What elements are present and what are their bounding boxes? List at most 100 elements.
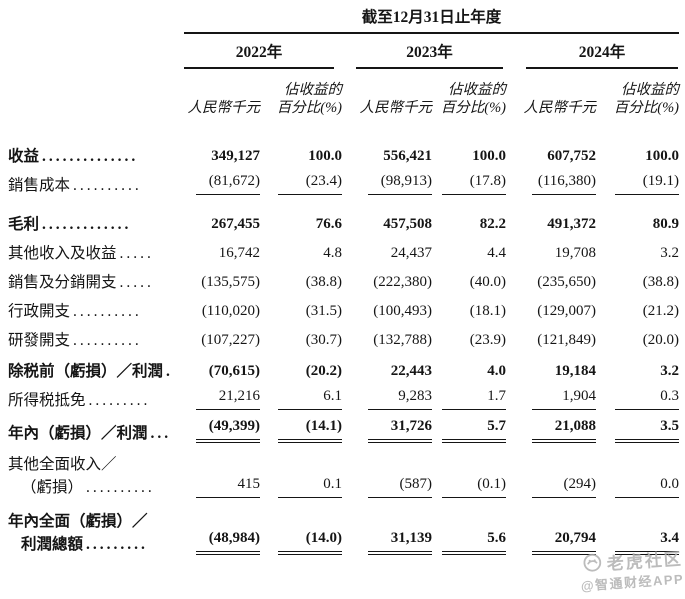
cell: (110,020)	[201, 303, 260, 320]
cell: (14.1)	[260, 417, 342, 445]
cell: 82.2	[479, 216, 506, 233]
year-header-row: 2022年 2023年 2024年	[6, 34, 685, 69]
cell: 24,437	[390, 245, 432, 262]
table-row-gross-profit: 毛利............. 267,455 76.6 457,508 82.…	[6, 207, 685, 236]
cell: 22,443	[390, 363, 432, 380]
cell: 80.9	[652, 216, 679, 233]
cell: (23.4)	[260, 172, 342, 197]
period-title: 截至12月31日止年度	[184, 8, 679, 35]
cell: 76.6	[315, 216, 342, 233]
cell: 0.3	[596, 387, 679, 412]
cell: 19,184	[554, 363, 596, 380]
cell: (49,399)	[184, 417, 260, 445]
cell: 4.8	[323, 245, 342, 262]
row-label: 其他收入及收益.....	[8, 244, 154, 262]
col-header-rmb-2024: 人民幣千元	[523, 99, 597, 116]
cell: (129,007)	[537, 303, 596, 320]
table-row-selling-expenses: 銷售及分銷開支..... (135,575) (38.8) (222,380) …	[6, 265, 685, 294]
col-header-pct-2024: 佔收益的 百分比(%)	[613, 81, 679, 116]
cell: 607,752	[547, 148, 596, 165]
table-row-profit-for-year: 年內（虧損）／利潤... (49,399) (14.1) 31,726 5.7 …	[6, 416, 685, 445]
cell: (121,849)	[537, 332, 596, 349]
table-row-revenue: 收益.............. 349,127 100.0 556,421 1…	[6, 139, 685, 168]
cell: (132,788)	[373, 332, 432, 349]
row-label: 毛利.............	[8, 215, 132, 233]
table-row-income-tax-credit: 所得税抵免......... 21,216 6.1 9,283 1.7 1,90…	[6, 383, 685, 412]
year-header-2022: 2022年	[184, 34, 334, 69]
cell: 20,794	[506, 529, 596, 557]
cell: 21,088	[506, 417, 596, 445]
cell: 267,455	[211, 216, 260, 233]
cell: (100,493)	[373, 303, 432, 320]
row-label: 除税前（虧損）／利潤.	[8, 362, 173, 380]
col-header-pct-2022: 佔收益的 百分比(%)	[276, 81, 342, 116]
cell: 349,127	[211, 148, 260, 165]
cell: (20.2)	[305, 363, 342, 380]
cell: (40.0)	[469, 274, 506, 291]
table-row-cost-of-sales: 銷售成本.......... (81,672) (23.4) (98,913) …	[6, 168, 685, 197]
watermark-credit: @智通财经APP	[580, 571, 685, 594]
cell: 6.1	[260, 387, 342, 412]
year-header-2024: 2024年	[526, 34, 678, 69]
cell: 0.1	[260, 475, 342, 500]
cell: 3.2	[660, 363, 679, 380]
cell: (98,913)	[342, 172, 432, 197]
col-header-pct-2023: 佔收益的 百分比(%)	[440, 81, 506, 116]
cell: 491,372	[547, 216, 596, 233]
table-header: 截至12月31日止年度	[6, 8, 685, 35]
row-label: 收益..............	[8, 147, 139, 165]
cell: 3.2	[660, 245, 679, 262]
cell: (31.5)	[305, 303, 342, 320]
cell: (20.0)	[642, 332, 679, 349]
table-row-profit-before-tax: 除税前（虧損）／利潤. (70,615) (20.2) 22,443 4.0 1…	[6, 354, 685, 383]
table-row-other-income: 其他收入及收益..... 16,742 4.8 24,437 4.4 19,70…	[6, 236, 685, 265]
row-label: 所得税抵免.........	[8, 391, 151, 409]
cell: (0.1)	[432, 475, 506, 500]
cell: 16,742	[218, 245, 260, 262]
cell: (294)	[506, 475, 596, 500]
cell: (135,575)	[201, 274, 260, 291]
cell: 19,708	[554, 245, 596, 262]
cell: (70,615)	[208, 363, 260, 380]
table-row-total-comprehensive-income: 年內全面（虧損）／ 利潤總額......... (48,984) (14.0) …	[6, 512, 685, 557]
row-label: 研發開支..........	[8, 331, 142, 349]
cell: 3.5	[596, 417, 679, 445]
row-label: 銷售成本..........	[8, 176, 142, 194]
row-label: 行政開支..........	[8, 302, 142, 320]
cell: (107,227)	[201, 332, 260, 349]
row-label: 其他全面收入／ （虧損）..........	[8, 456, 155, 497]
col-header-rmb-2022: 人民幣千元	[187, 99, 261, 116]
row-label: 銷售及分銷開支.....	[8, 273, 154, 291]
row-label: 年內全面（虧損）／ 利潤總額.........	[8, 512, 148, 554]
cell: (48,984)	[184, 529, 260, 557]
cell: 4.4	[487, 245, 506, 262]
cell: 100.0	[308, 148, 342, 165]
cell: (19.1)	[596, 172, 679, 197]
cell: (38.8)	[305, 274, 342, 291]
cell: (235,650)	[537, 274, 596, 291]
cell: 0.0	[596, 475, 679, 500]
year-header-2023: 2023年	[356, 34, 503, 69]
cell: 1.7	[432, 387, 506, 412]
table-row-other-comprehensive-income: 其他全面收入／ （虧損）.......... 415 0.1 (587) (0.…	[6, 455, 685, 500]
cell: 100.0	[472, 148, 506, 165]
header-spacer	[6, 34, 184, 68]
cell: (38.8)	[642, 274, 679, 291]
cell: (18.1)	[469, 303, 506, 320]
cell: 415	[184, 475, 260, 500]
cell: 457,508	[383, 216, 432, 233]
cell: 5.7	[432, 417, 506, 445]
table-row-rd-expenses: 研發開支.......... (107,227) (30.7) (132,788…	[6, 323, 685, 352]
cell: (21.2)	[642, 303, 679, 320]
cell: 556,421	[383, 148, 432, 165]
cell: 3.4	[596, 529, 679, 557]
cell: (587)	[342, 475, 432, 500]
subcolumn-header-row: 人民幣千元 佔收益的 百分比(%) 人民幣千元 佔收益的 百分比(%) 人民幣千元 …	[6, 69, 685, 125]
cell: 1,904	[506, 387, 596, 412]
cell: 5.6	[432, 529, 506, 557]
cell: (30.7)	[305, 332, 342, 349]
header-spacer	[6, 8, 184, 34]
cell: 21,216	[184, 387, 260, 412]
cell: 100.0	[645, 148, 679, 165]
